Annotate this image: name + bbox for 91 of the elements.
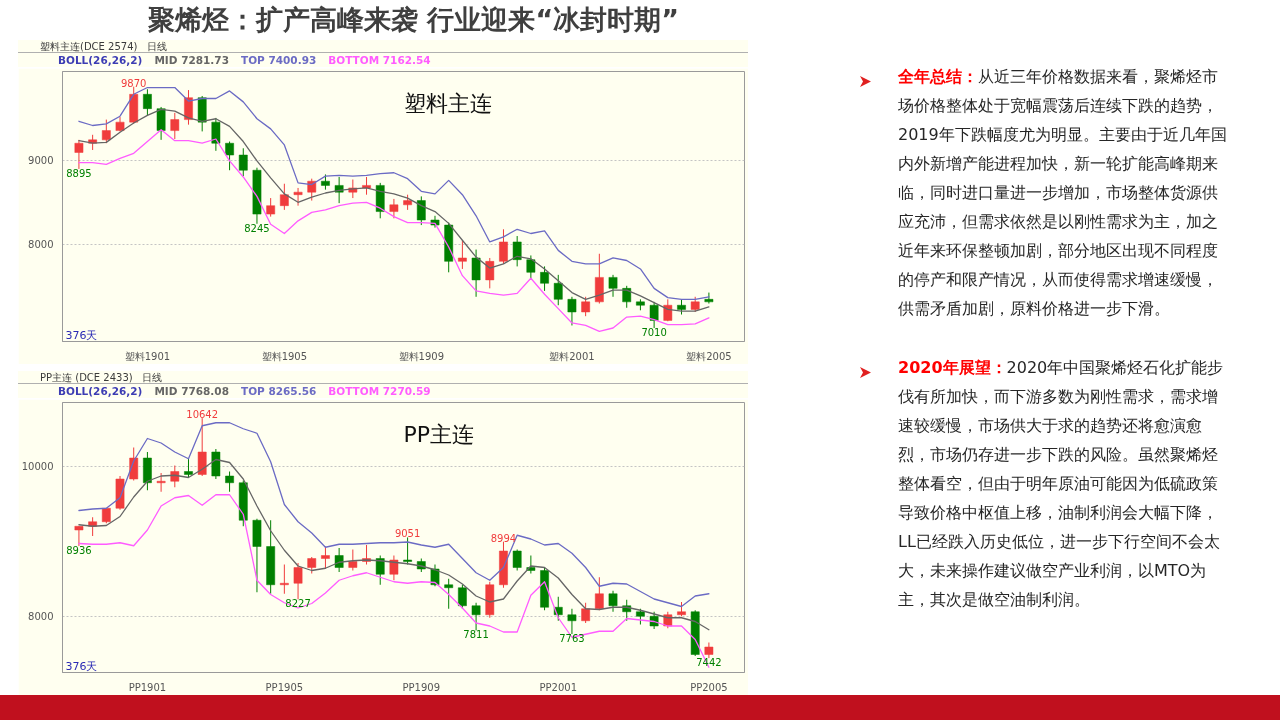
candlestick [608, 274, 618, 298]
candlestick [458, 584, 467, 610]
x-tick-label: PP1901 [128, 681, 167, 693]
x-tick-label: PP1905 [265, 681, 304, 693]
candlestick [225, 471, 234, 493]
y-tick-label: 8000 [28, 611, 54, 623]
candlestick [184, 457, 193, 478]
candlestick [280, 183, 289, 211]
annotation: 376天 [65, 659, 98, 673]
legend-title: BOLL(26,26,2) [58, 54, 143, 66]
candlestick [567, 608, 577, 635]
annotation: 8227 [285, 598, 311, 610]
annotation: 8994 [490, 532, 517, 544]
candlestick [512, 235, 522, 267]
candlestick [293, 187, 303, 207]
candlestick [280, 564, 289, 595]
y-tick-label: 10000 [21, 461, 54, 473]
candlestick [581, 602, 590, 624]
text: BOTTOM 7162.54 [328, 54, 431, 66]
text: MID 7281.73 [154, 54, 229, 66]
candlestick [471, 602, 481, 631]
text: BOTTOM 7270.59 [328, 385, 431, 397]
candlestick [526, 555, 536, 574]
candlestick [403, 536, 412, 565]
x-tick-label: 塑料2001 [549, 350, 595, 362]
chart-subtitle: 塑料主连(DCE 2574) 日线 [18, 40, 748, 53]
candlestick [485, 257, 495, 289]
text: TOP 7400.93 [240, 54, 317, 66]
candlestick [553, 274, 563, 306]
candlestick [416, 195, 426, 226]
candlestick [348, 549, 358, 571]
x-tick-label: 塑料1909 [398, 350, 445, 362]
candlestick [622, 285, 632, 309]
annotation: 10642 [186, 409, 219, 421]
text: 2020年展望： [898, 358, 1007, 377]
candlestick [704, 292, 714, 305]
candlestick [293, 562, 303, 600]
x-tick-label: PP1909 [402, 681, 441, 693]
x-tick-label: 塑料2005 [686, 350, 732, 362]
candlestick [143, 88, 152, 116]
candlestick [471, 249, 481, 298]
annotation: 9870 [120, 77, 147, 89]
text: MID 7768.08 [154, 385, 229, 397]
candlestick [266, 197, 276, 218]
candlestick [211, 117, 221, 152]
legend-title: BOLL(26,26,2) [58, 385, 143, 397]
candlestick [74, 139, 84, 170]
x-tick-label: 塑料1901 [124, 350, 171, 362]
candlestick [170, 112, 180, 140]
annotation: 8245 [244, 222, 270, 234]
candlestick [540, 265, 549, 292]
x-tick-label: 塑料1905 [261, 350, 308, 362]
candlestick [389, 555, 399, 581]
annotation: 7442 [696, 657, 722, 669]
candlestick [444, 578, 454, 610]
candlestick [156, 106, 166, 141]
candlestick [608, 590, 618, 613]
candlestick [499, 228, 508, 265]
candlestick [458, 239, 467, 270]
annotation: 8895 [66, 167, 92, 179]
candlestick [526, 254, 536, 281]
candlestick [238, 147, 248, 177]
text: PP主连 [403, 422, 475, 448]
text: 塑料主连 [403, 91, 492, 117]
candlestick [156, 472, 166, 493]
x-tick-label: PP2001 [539, 681, 578, 693]
candlestick [225, 141, 234, 171]
y-tick-label: 9000 [28, 155, 54, 167]
annotation: 7763 [559, 633, 585, 645]
y-tick-label: 8000 [28, 239, 54, 251]
candlestick [649, 301, 659, 329]
annotation: 7811 [463, 629, 489, 641]
candlestick [74, 525, 84, 547]
annotation: 8936 [66, 545, 92, 557]
candlestick [594, 576, 604, 611]
candlestick [567, 296, 577, 326]
candlestick [129, 447, 139, 481]
annotation: 7010 [641, 327, 667, 338]
candlestick [389, 198, 399, 219]
candlestick [581, 296, 590, 317]
candlestick [375, 555, 385, 586]
candlestick [211, 448, 221, 480]
text: 聚烯烃：扩产高峰来袭 行业迎来“冰封时期” [147, 3, 679, 37]
candlestick [197, 417, 207, 477]
x-tick-label: PP2005 [690, 681, 728, 693]
text: 全年总结： [898, 67, 978, 86]
annotation: 9051 [394, 528, 421, 540]
text: TOP 8265.56 [240, 385, 317, 397]
candlestick [170, 465, 180, 488]
chart-subtitle: PP主连 (DCE 2433) 日线 [18, 371, 748, 384]
annotation: 376天 [65, 328, 98, 342]
